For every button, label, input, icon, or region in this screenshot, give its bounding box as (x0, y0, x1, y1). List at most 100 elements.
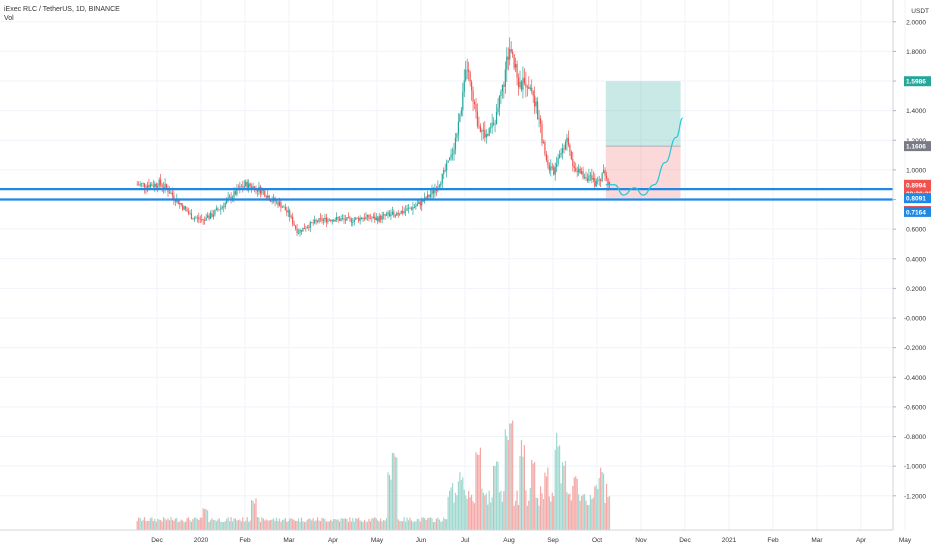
candle-body (136, 184, 138, 186)
volume-bar (440, 522, 442, 530)
candle-body (322, 219, 325, 221)
volume-bar (570, 500, 572, 530)
volume-indicator-label[interactable]: Vol (4, 15, 14, 22)
candle-body (507, 56, 509, 60)
chart-grid (0, 0, 906, 530)
volume-bar (277, 521, 279, 530)
candle-body (399, 213, 401, 215)
candle-body (226, 200, 228, 203)
candle-body (560, 152, 562, 155)
volume-bar (573, 477, 575, 530)
volume-bar (406, 517, 408, 530)
volume-bar (507, 440, 509, 530)
volume-bar (520, 440, 523, 530)
candle-body (277, 201, 279, 206)
candle-body (377, 217, 379, 222)
support-lines[interactable] (0, 188, 893, 201)
projection-path[interactable] (605, 117, 684, 196)
price-axis[interactable]: 2.00001.80001.60001.40001.20001.00000.80… (893, 19, 926, 500)
candle-body (368, 214, 370, 219)
candle-body (471, 82, 473, 91)
volume-bar (585, 500, 587, 530)
price-tag-label: 1.5986 (906, 79, 926, 86)
volume-bar (268, 520, 270, 530)
volume-bar (462, 477, 464, 530)
volume-bar (550, 501, 552, 530)
volume-bar (374, 517, 376, 530)
candle-body (385, 214, 388, 216)
volume-bar (290, 518, 292, 530)
candle-body (374, 216, 376, 220)
candle-body (431, 190, 433, 195)
volume-bar (554, 449, 556, 530)
candle-body (281, 207, 283, 208)
candle-body (432, 190, 435, 194)
volume-bar (321, 517, 323, 530)
volume-bar (427, 518, 429, 530)
candle-body (356, 217, 358, 219)
volume-bar (509, 423, 511, 530)
candle-body (418, 201, 420, 204)
candle-body (333, 219, 335, 222)
candle-body (491, 122, 493, 128)
symbol-title: iExec RLC / TetherUS, 1D, BINANCE (4, 6, 120, 13)
volume-bar (378, 521, 380, 530)
volume-bar (314, 521, 316, 530)
candle-body (586, 178, 589, 181)
volume-bar (229, 521, 231, 530)
volume-bar (160, 519, 162, 530)
volume-bar (243, 521, 245, 530)
volume-bar (569, 493, 571, 530)
volume-bar (529, 487, 531, 530)
candle-body (193, 218, 195, 220)
volume-bar (576, 478, 578, 530)
volume-bar (347, 521, 349, 530)
x-tick-label: 2020 (194, 537, 209, 544)
volume-bar (465, 495, 467, 530)
candle-body (148, 185, 150, 188)
volume-bar (168, 520, 171, 530)
time-axis[interactable]: Dec 2020 Feb Mar Apr May Jun Jul Aug Sep Oct Nov Dec… (151, 537, 912, 544)
volume-bar (444, 519, 446, 530)
volume-bar (176, 517, 178, 530)
candle-body (302, 227, 304, 232)
volume-bar (469, 497, 471, 530)
candle-body (564, 142, 567, 150)
candle-body (355, 217, 357, 220)
volume-bar (512, 420, 514, 530)
candle-body (416, 203, 418, 206)
candle-body (314, 219, 316, 224)
candle-body (214, 210, 216, 215)
volume-bar (535, 497, 537, 530)
candle-body (601, 173, 603, 181)
volume-bar (463, 489, 465, 530)
volume-bar (334, 519, 336, 530)
volume-bar (377, 520, 379, 530)
y-tick-label: 1.4000 (906, 108, 926, 115)
volume-bar (324, 519, 326, 530)
candle-body (598, 179, 600, 181)
candle-body (218, 209, 220, 211)
volume-bar (410, 520, 413, 530)
volume-bar (525, 490, 527, 530)
volume-bar (195, 517, 197, 530)
volume-bar (479, 447, 481, 530)
volume-bar (450, 487, 452, 530)
candle-body (303, 227, 305, 229)
y-tick-label: 1.8000 (906, 49, 926, 56)
volume-bar (350, 521, 352, 530)
candle-body (544, 142, 546, 155)
volume-bar (174, 518, 176, 530)
candle-body (516, 64, 518, 78)
candle-body (547, 160, 549, 165)
candle-body (339, 218, 341, 221)
volume-bar (233, 518, 235, 530)
candle-body (410, 208, 413, 210)
volume-bar (297, 518, 300, 530)
volume-bar (293, 519, 295, 530)
candle-body (566, 137, 568, 143)
volume-bar (193, 517, 195, 530)
volume-bar (358, 517, 360, 530)
candle-body (365, 216, 367, 220)
